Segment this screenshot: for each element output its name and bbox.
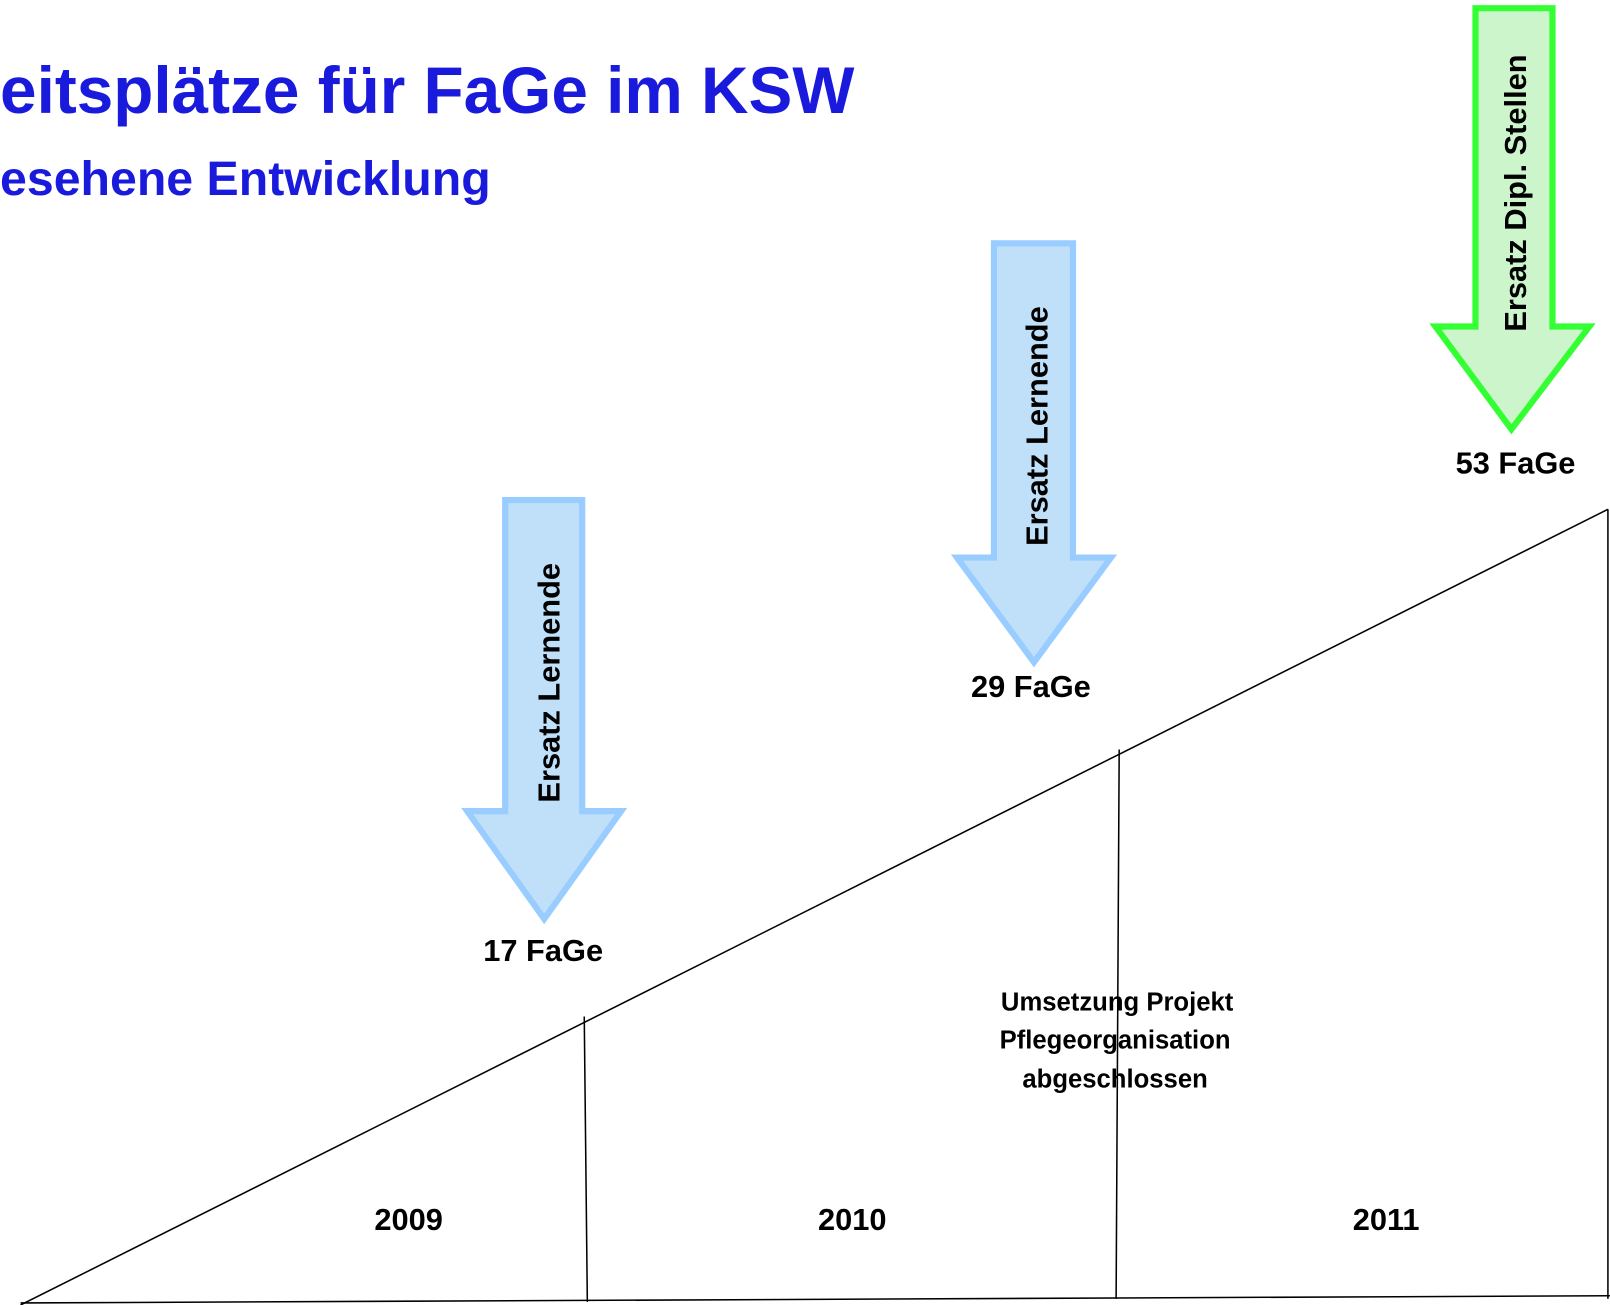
- arrow-label: Ersatz Dipl. Stellen: [1498, 54, 1533, 331]
- count-label: 17 FaGe: [483, 933, 603, 968]
- count-label: 53 FaGe: [1456, 445, 1576, 480]
- title: eitsplätze für FaGe im KSW: [0, 54, 854, 127]
- arrow: [950, 240, 1118, 668]
- year-label: 2009: [374, 1202, 443, 1237]
- subtitle: esehene Entwicklung: [0, 152, 491, 206]
- arrow-label: Ersatz Lernende: [1019, 306, 1054, 546]
- arrow-label: Ersatz Lernende: [532, 563, 567, 803]
- arrow: [461, 496, 628, 925]
- year-label: 2010: [818, 1202, 887, 1237]
- line-gap: [604, 990, 630, 1005]
- arrow: [1429, 5, 1596, 435]
- note-line: Pflegeorganisation: [1000, 1026, 1231, 1054]
- note-line: abgeschlossen: [1022, 1065, 1207, 1093]
- year-label: 2011: [1353, 1202, 1420, 1237]
- timeline-triangle: [20, 508, 1610, 1305]
- note-line: Umsetzung Projekt: [1001, 988, 1234, 1016]
- count-label: 29 FaGe: [971, 669, 1091, 704]
